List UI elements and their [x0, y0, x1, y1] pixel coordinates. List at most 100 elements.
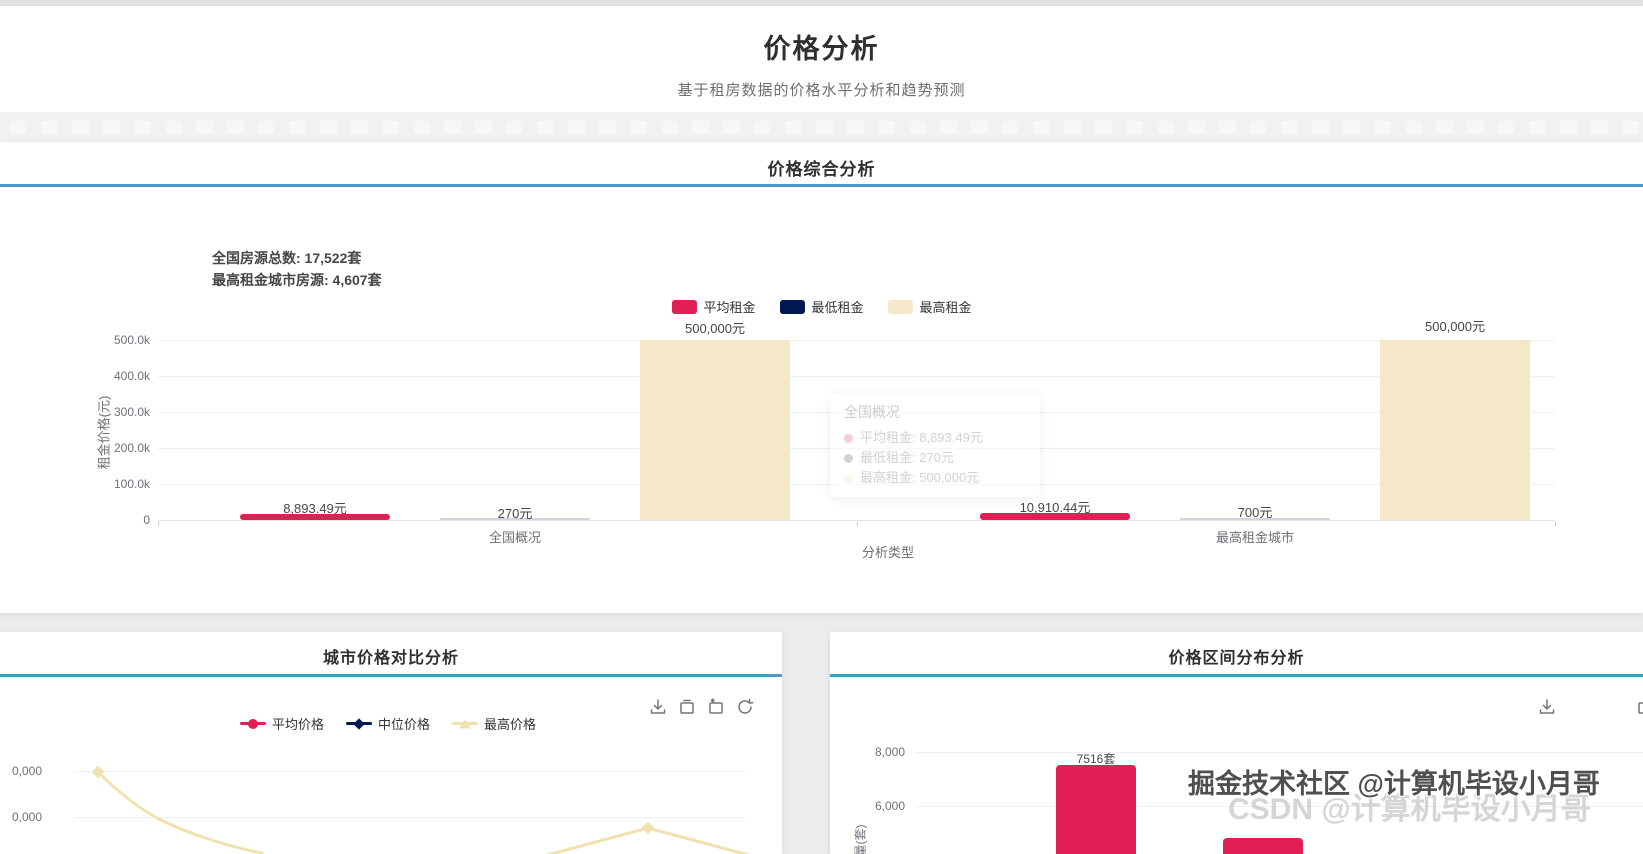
watermark-juejin: 掘金技术社区 @计算机毕设小月哥 [1188, 769, 1600, 799]
bar-value-label: 270元 [497, 506, 533, 521]
chart-toolbox [649, 698, 754, 716]
gridline [158, 340, 1555, 341]
legend-item-median-price[interactable]: 中位价格 [346, 714, 430, 733]
gridline [75, 771, 745, 772]
y-tick: 500.0k [113, 333, 150, 347]
bar-avg-rent-national[interactable] [240, 514, 390, 520]
axis-tick [1555, 521, 1556, 526]
watermark-csdn: CSDN @计算机毕设小月哥 [1228, 793, 1591, 826]
save-image-icon[interactable] [649, 698, 667, 716]
price-range-header: 价格区间分布分析 [830, 632, 1643, 677]
chart-toolbox-clipped [1636, 698, 1643, 716]
city-compare-legend: 平均价格 中位价格 最高价格 [240, 714, 536, 733]
tooltip-row: 最低租金: 270元 [844, 448, 1026, 468]
bar-price-range-1[interactable] [1056, 765, 1136, 854]
bar-max-rent-topcity[interactable] [1380, 340, 1530, 520]
max-rent-dot-icon [844, 473, 853, 483]
bar-avg-rent-topcity[interactable] [980, 513, 1130, 520]
axis-tick [857, 521, 858, 526]
y-tick: 200.0k [113, 441, 150, 455]
tooltip-row: 最高租金: 500,000元 [844, 468, 1026, 488]
page-subtitle: 基于租房数据的价格水平分析和趋势预测 [677, 82, 966, 99]
top-strip [0, 0, 1643, 6]
stat-total-listings: 全国房源总数: 17,522套 [212, 250, 362, 266]
avg-rent-swatch-icon [671, 299, 697, 314]
line-point-marker[interactable] [641, 821, 655, 835]
zoom-restore-icon[interactable] [707, 698, 725, 716]
refresh-icon[interactable] [736, 698, 754, 716]
gridline [158, 376, 1555, 377]
legend-label: 最高租金 [919, 300, 972, 315]
avg-rent-dot-icon [844, 433, 853, 443]
overview-chart: 全国房源总数: 17,522套 最高租金城市房源: 4,607套 平均租金 最低… [0, 187, 1643, 613]
x-tick-topcity: 最高租金城市 [1215, 530, 1294, 545]
avg-price-line-icon [240, 718, 266, 729]
bar-min-rent-national[interactable] [440, 518, 590, 520]
tooltip-text: 最低租金: 270元 [860, 450, 954, 465]
bar-value-label: 8,893.49元 [283, 501, 347, 516]
price-range-title: 价格区间分布分析 [1168, 650, 1305, 667]
y-tick-clipped: 0,000 [11, 810, 42, 824]
x-axis-line [158, 520, 1555, 521]
y-tick-clipped: 0,000 [11, 764, 42, 778]
city-compare-card: 城市价格对比分析 [0, 632, 782, 854]
x-axis-title: 分析类型 [861, 545, 915, 560]
bar-value-label: 10,910.44元 [1019, 500, 1091, 515]
y-tick: 100.0k [113, 477, 150, 491]
price-range-card: 价格区间分布分析 8,000 6,000 量(套) 7516套 CSDN @计算… [830, 632, 1643, 854]
max-rent-swatch-icon [887, 299, 913, 314]
y-tick: 300.0k [113, 405, 150, 419]
legend-label: 平均租金 [703, 300, 756, 315]
max-price-line[interactable] [0, 632, 782, 854]
city-compare-header: 城市价格对比分析 [0, 632, 782, 677]
stat-top-city-listings: 最高租金城市房源: 4,607套 [212, 272, 382, 288]
bar-min-rent-topcity[interactable] [1180, 518, 1330, 520]
tooltip-text: 最高租金: 500,000元 [860, 470, 980, 485]
y-tick: 0 [143, 513, 150, 527]
legend-item-avg-price[interactable]: 平均价格 [240, 714, 324, 733]
legend-item-min-rent[interactable]: 最低租金 [779, 297, 864, 316]
save-image-icon[interactable] [1538, 698, 1556, 716]
data-zoom-icon[interactable] [678, 698, 696, 716]
background-band [0, 112, 1643, 142]
bar-value-label: 700元 [1237, 505, 1273, 520]
gridline [915, 806, 1643, 807]
tooltip-title: 全国概况 [844, 404, 900, 420]
overview-card: 价格综合分析 全国房源总数: 17,522套 最高租金城市房源: 4,607套 … [0, 142, 1643, 613]
max-price-line-icon [452, 719, 479, 728]
median-price-line-icon [346, 717, 373, 730]
overview-legend: 平均租金 最低租金 最高租金 [671, 297, 972, 316]
city-compare-title: 城市价格对比分析 [322, 650, 459, 667]
y-axis-title: 租金价格(元) [96, 395, 112, 470]
y-tick: 8,000 [874, 745, 905, 759]
bar-value-label: 7516套 [1076, 752, 1116, 766]
page-title: 价格分析 [763, 34, 880, 64]
legend-item-avg-rent[interactable]: 平均租金 [671, 297, 755, 316]
tooltip-row: 平均租金: 8,893.49元 [844, 428, 1026, 448]
overview-title: 价格综合分析 [767, 160, 876, 179]
legend-label: 平均价格 [272, 717, 325, 732]
y-axis-title-clipped: 量(套) [853, 824, 868, 854]
legend-label: 最高价格 [484, 717, 537, 732]
overview-section-header: 价格综合分析 [0, 142, 1643, 187]
bar-price-range-2[interactable] [1223, 838, 1303, 854]
chart-toolbox [1538, 698, 1556, 716]
bar-max-rent-national[interactable] [640, 340, 790, 520]
gridline [915, 752, 1643, 753]
legend-label: 最低租金 [811, 300, 864, 315]
axis-tick [158, 521, 159, 526]
y-tick: 400.0k [113, 369, 150, 383]
legend-label: 中位价格 [378, 717, 431, 732]
overview-stats: 全国房源总数: 17,522套 最高租金城市房源: 4,607套 [212, 247, 382, 291]
min-rent-dot-icon [844, 453, 853, 463]
gridline [75, 817, 745, 818]
legend-item-max-rent[interactable]: 最高租金 [887, 297, 972, 316]
tooltip-text: 平均租金: 8,893.49元 [860, 430, 983, 445]
y-tick: 6,000 [874, 799, 905, 813]
legend-item-max-price[interactable]: 最高价格 [452, 714, 536, 733]
bar-value-label: 500,000元 [685, 321, 745, 336]
bar-value-label: 500,000元 [1425, 319, 1485, 334]
x-tick-national: 全国概况 [488, 530, 541, 545]
data-zoom-icon[interactable] [1636, 698, 1643, 716]
